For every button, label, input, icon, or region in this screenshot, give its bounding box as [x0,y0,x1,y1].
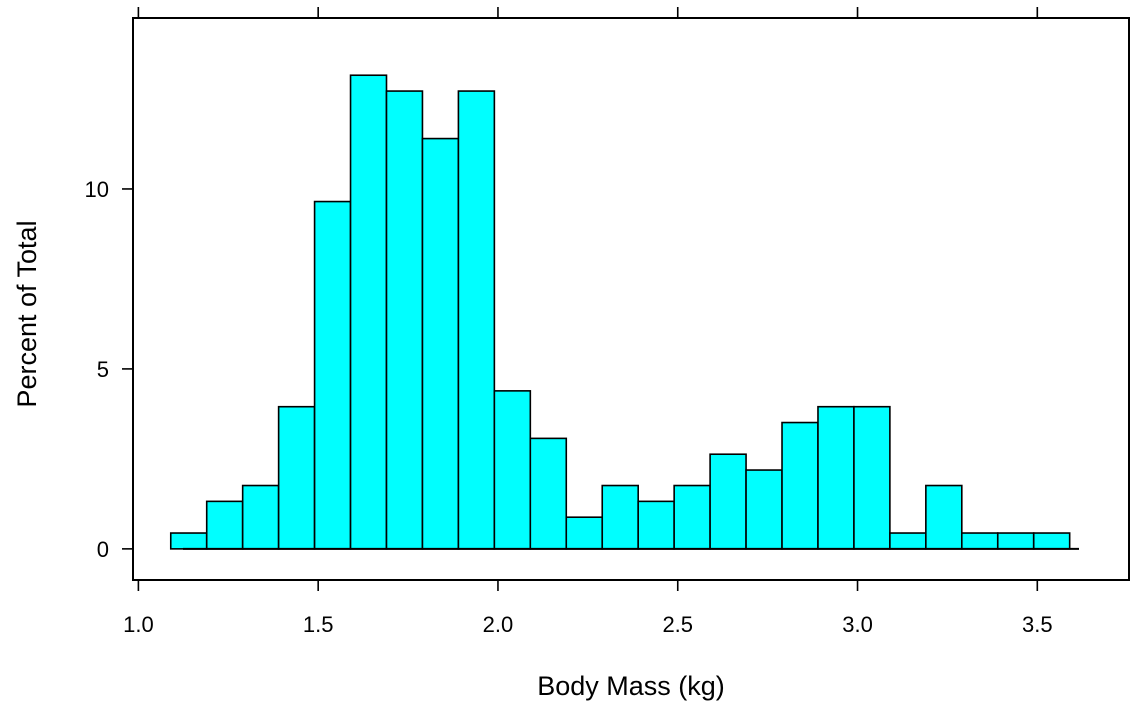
y-tick-label: 5 [97,357,109,382]
histogram-bar [565,516,604,550]
x-tick-label: 2.0 [483,612,514,637]
y-tick-label: 0 [97,537,109,562]
histogram-bar [457,90,496,550]
histogram-bar [385,90,424,550]
histogram-bars [169,74,1071,550]
histogram-bar [745,469,783,550]
x-tick-label: 3.5 [1022,612,1053,637]
y-tick-label: 10 [85,177,109,202]
histogram-bar [421,137,460,550]
histogram-bar [817,405,855,550]
x-tick-label: 1.5 [303,612,334,637]
histogram-bar [673,484,711,550]
plot-frame [132,17,1130,581]
histogram-bar [205,500,244,550]
histogram-bar [889,532,927,550]
y-axis-title: Percent of Total [12,220,42,407]
histogram-bar [637,500,675,550]
histogram-bar [493,390,532,550]
histogram-bar [313,200,352,550]
x-axis-title: Body Mass (kg) [537,671,725,701]
histogram-bar [529,437,568,550]
histogram-bar [781,421,819,550]
histogram-bar [1032,532,1071,550]
histogram-bar [601,484,639,550]
histogram-bar [996,532,1035,550]
histogram-bar [961,532,999,550]
x-tick-label: 3.0 [842,612,873,637]
histogram-bar [349,74,388,550]
histogram-bar [853,405,891,550]
x-tick-label: 1.0 [123,612,154,637]
histogram-bar [169,532,208,550]
histogram-bar [709,453,747,550]
x-tick-label: 2.5 [662,612,693,637]
histogram-bar [925,484,963,550]
histogram-bar [241,484,280,550]
histogram-bar [277,405,316,550]
axis-ticks: 1.0 1.5 2.0 2.5 3.0 3.5 0 5 10 [85,7,1130,637]
